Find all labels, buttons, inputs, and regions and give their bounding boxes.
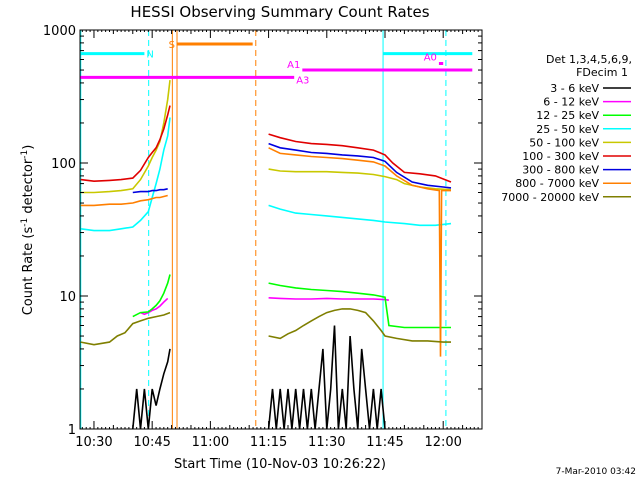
y-tick-label: 100: [51, 157, 76, 172]
y-axis-label-sup2: -1: [20, 150, 30, 159]
series-line: [268, 133, 452, 183]
plot-frame: [79, 29, 483, 430]
series-line: [268, 308, 451, 343]
flag-bar-label: A1: [287, 60, 300, 71]
flag-bar-label: N: [146, 50, 153, 61]
legend-label: 800 - 7000 keV: [515, 177, 599, 190]
series-line: [80, 194, 168, 207]
series-line: [80, 311, 171, 346]
x-tick-label: 11:15: [250, 435, 287, 450]
legend-label: 3 - 6 keV: [550, 82, 599, 95]
y-tick-label: 1000: [43, 24, 76, 39]
series-line: [132, 188, 168, 194]
series-line: [268, 204, 452, 227]
legend-header-line1: Det 1,3,4,5,6,9,: [546, 53, 632, 66]
x-axis-label: Start Time (10-Nov-03 10:26:22): [174, 457, 386, 472]
series-line: [132, 274, 171, 318]
x-tick-label: 11:00: [192, 435, 229, 450]
legend-label: 6 - 12 keV: [543, 96, 599, 109]
legend-header-line2: FDecim 1: [576, 66, 628, 79]
y-tick-label: 1: [68, 423, 76, 438]
legend-label: 25 - 50 keV: [536, 123, 599, 136]
data-series: [80, 80, 452, 430]
x-tick-label: 11:45: [366, 435, 403, 450]
legend-label: 50 - 100 keV: [529, 136, 599, 149]
flag-bar-label: A0: [424, 52, 437, 63]
legend-label: 100 - 300 keV: [522, 150, 599, 163]
series-line: [268, 282, 451, 329]
series-line: [268, 297, 390, 301]
y-tick-label: 10: [59, 290, 76, 305]
series-line: [80, 117, 171, 232]
legend-label: 300 - 800 keV: [522, 164, 599, 177]
x-tick-label: 10:30: [75, 435, 112, 450]
generation-timestamp: 7-Mar-2010 03:42: [556, 467, 636, 477]
flag-bar-label: S: [169, 40, 175, 51]
series-line: [140, 297, 169, 316]
x-axis-ticks: 10:30 10:45 11:00 11:15 11:30 11:45 12:00: [75, 30, 479, 450]
series-line: [268, 142, 452, 189]
series-line: [80, 105, 171, 183]
series-line: [268, 147, 451, 357]
chart-title: HESSI Observing Summary Count Rates: [130, 3, 429, 21]
legend-label: 7000 - 20000 keV: [501, 191, 599, 204]
y-axis-label: Count Rate (s-1 detector-1): [20, 145, 36, 316]
vertical-markers: [80, 30, 447, 429]
y-axis-label-end: ): [21, 145, 36, 150]
y-axis-label-sup1: -1: [20, 218, 30, 227]
y-axis-label-mid: detector: [21, 158, 36, 218]
x-tick-label: 12:00: [424, 435, 461, 450]
y-axis-label-main: Count Rate (s: [21, 227, 36, 316]
flag-bar-label: A3: [296, 75, 309, 86]
legend-label: 12 - 25 keV: [536, 109, 599, 122]
flag-bars: N S A1 A3 A0: [80, 40, 473, 86]
plot-area: N S A1 A3 A0: [80, 30, 473, 430]
y-axis-ticks: 1 10 100 1000: [43, 24, 482, 438]
series-line: [80, 80, 171, 194]
x-tick-label: 11:30: [308, 435, 345, 450]
series-line: [132, 348, 171, 430]
x-tick-label: 10:45: [133, 435, 170, 450]
